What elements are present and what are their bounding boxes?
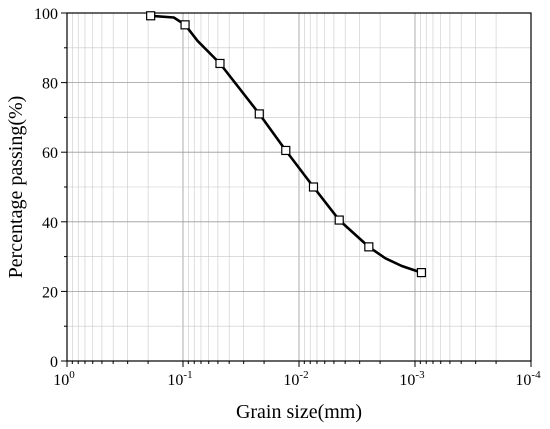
x-tick-label: 10-2 [283, 369, 308, 389]
x-tick-exponent: -3 [415, 369, 425, 381]
x-tick-base: 10 [53, 372, 69, 389]
x-tick-base: 10 [399, 372, 415, 389]
x-tick-label: 10-3 [399, 369, 425, 389]
data-point [254, 109, 264, 119]
x-tick-base: 10 [515, 372, 531, 389]
x-tick-exponent: 0 [69, 369, 75, 381]
axis-ticks [61, 12, 532, 367]
y-axis-label: Percentage passing(%) [5, 96, 27, 279]
data-point [146, 11, 156, 21]
series-line [149, 14, 423, 274]
x-tick-exponent: -2 [299, 369, 308, 381]
x-tick-label: 100 [53, 369, 75, 389]
grid [67, 13, 531, 361]
x-tick-labels: 100 10-1 10-2 10-3 10-4 [53, 369, 541, 389]
data-point [364, 242, 374, 252]
data-point [180, 20, 190, 30]
y-tick-label: 40 [42, 215, 58, 232]
x-tick-label: 10-1 [167, 369, 192, 389]
data-point [281, 145, 291, 156]
x-tick-base: 10 [283, 372, 299, 389]
plot-frame [66, 12, 532, 362]
x-tick-exponent: -1 [183, 369, 192, 381]
x-tick-label: 10-4 [515, 369, 541, 389]
data-point [334, 215, 344, 225]
series-layer [146, 11, 427, 278]
y-tick-label: 20 [42, 284, 58, 301]
y-tick-label: 0 [50, 354, 58, 371]
x-tick-base: 10 [167, 372, 183, 389]
y-tick-label: 100 [34, 6, 58, 23]
y-tick-label: 80 [42, 76, 58, 93]
y-tick-label: 60 [42, 145, 58, 162]
data-point [416, 268, 427, 278]
y-tick-labels: 0 20 40 60 80 100 [34, 6, 58, 371]
data-point [215, 58, 225, 69]
x-tick-exponent: -4 [531, 369, 541, 381]
data-point [308, 182, 319, 192]
x-axis-label: Grain size(mm) [236, 401, 362, 423]
